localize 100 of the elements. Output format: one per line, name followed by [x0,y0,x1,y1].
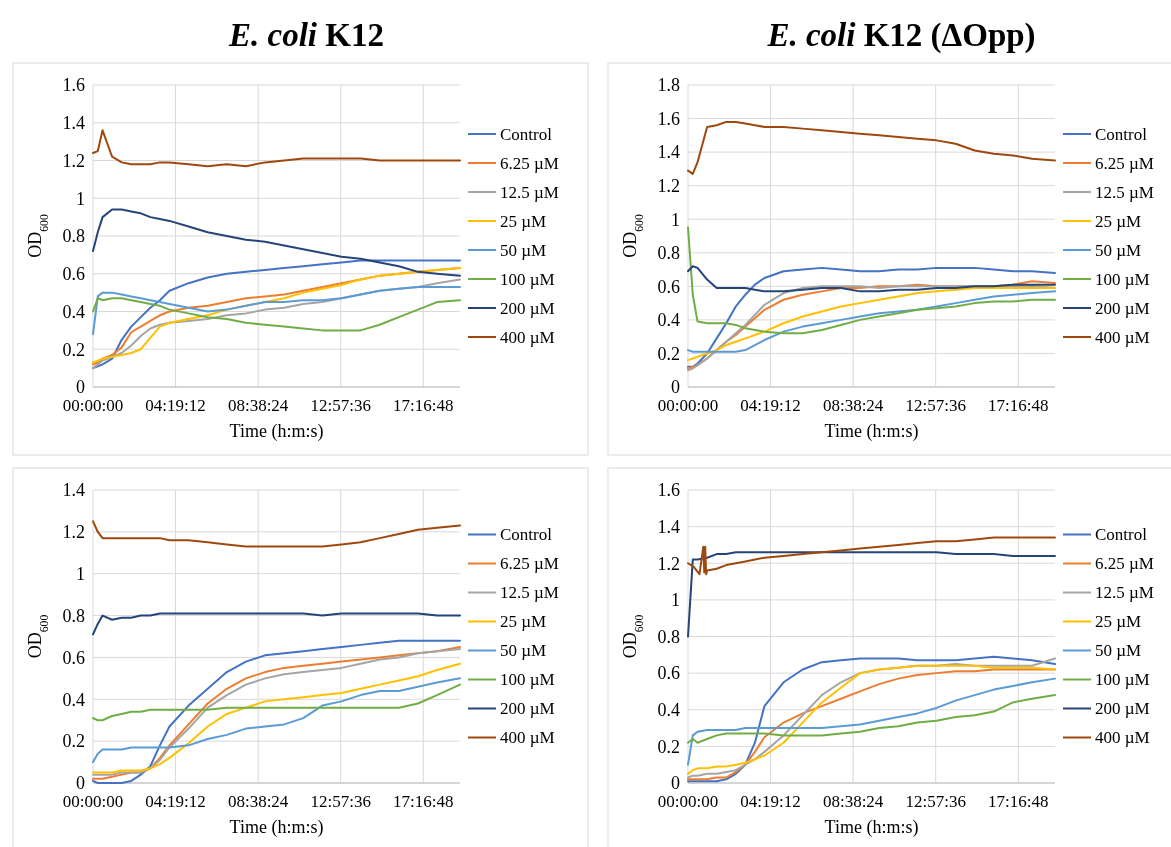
y-tick-label: 1.6 [657,480,680,501]
y-tick-label: 1.6 [62,75,85,96]
y-tick-label: 1.4 [62,480,85,501]
line-series [92,683,461,722]
legend-label: Control [1095,124,1148,144]
x-tick-label: 04:19:12 [145,792,206,811]
line-series [92,297,461,332]
legend-label: 6.25 µM [500,153,559,173]
y-tick-label: 1.4 [62,113,85,134]
x-axis-title: Time (h:m:s) [229,421,324,442]
x-tick-label: 08:38:24 [227,792,289,811]
x-tick-label: 00:00:00 [62,792,124,811]
chart-title: E. coli K12 (ΔOpp) [766,17,1036,54]
legend-label: 50 µM [500,240,547,260]
legend-label: 200 µM [500,298,555,318]
y-tick-label: 0.2 [62,731,85,752]
x-tick-label: 12:57:36 [905,792,966,811]
legend-label: 12.5 µM [500,583,559,603]
legend-label: 100 µM [500,670,555,690]
y-tick-label: 1.4 [657,516,680,537]
line-series [92,285,461,336]
line-series [687,694,1056,744]
y-tick-label: 0 [671,377,680,398]
y-tick-label: 0.6 [657,663,680,684]
legend-label: 6.25 µM [1095,153,1154,173]
y-tick-label: 1.2 [657,175,680,196]
line-series [687,536,1056,576]
y-tick-label: 0.8 [62,226,85,247]
x-tick-label: 04:19:12 [740,792,801,811]
legend-label: 6.25 µM [500,554,559,574]
y-tick-label: 0.2 [62,339,85,360]
x-tick-label: 08:38:24 [227,396,289,415]
y-tick-label: 0.2 [657,736,680,757]
y-tick-label: 1 [76,188,85,209]
line-series [687,265,1056,293]
y-tick-label: 0.4 [657,310,680,331]
y-tick-label: 0.2 [657,343,680,364]
x-tick-label: 00:00:00 [62,396,124,415]
y-tick-label: 1.8 [657,75,680,96]
legend-label: 400 µM [1095,327,1150,347]
y-tick-label: 1.2 [62,522,85,543]
legend-label: 12.5 µM [1095,583,1154,603]
legend-label: Control [1095,525,1148,545]
x-tick-label: 12:57:36 [905,396,966,415]
legend-label: 100 µM [1095,670,1150,690]
legend-label: 100 µM [500,269,555,289]
x-tick-label: 12:57:36 [310,792,371,811]
y-tick-label: 1 [671,590,680,611]
legend-label: 100 µM [1095,269,1150,289]
line-series [687,226,1056,335]
legend-label: 6.25 µM [1095,554,1154,574]
x-tick-label: 00:00:00 [657,396,719,415]
x-tick-label: 17:16:48 [393,792,454,811]
legend-label: 200 µM [1095,298,1150,318]
line-series [687,266,1056,368]
line-series [92,677,461,764]
y-tick-label: 1.2 [657,553,680,574]
x-tick-label: 04:19:12 [145,396,206,415]
x-axis-title: Time (h:m:s) [824,817,919,838]
y-tick-label: 1 [76,564,85,585]
line-series [687,551,1056,638]
line-series [92,612,461,636]
legend-label: Control [500,124,553,144]
x-tick-label: 17:16:48 [393,396,454,415]
x-tick-label: 17:16:48 [988,396,1049,415]
y-tick-label: 0.4 [62,301,85,322]
y-tick-label: 0.8 [657,626,680,647]
y-tick-label: 0.6 [62,647,85,668]
line-series [687,120,1056,175]
line-series [92,129,461,168]
y-tick-label: 1.2 [62,150,85,171]
x-tick-label: 00:00:00 [657,792,719,811]
x-axis-title: Time (h:m:s) [824,421,919,442]
y-tick-label: 0.6 [657,276,680,297]
y-tick-label: 0.4 [657,700,680,721]
y-tick-label: 1.4 [657,142,680,163]
x-tick-label: 08:38:24 [822,396,884,415]
y-tick-label: 0.8 [657,243,680,264]
legend-label: 400 µM [500,327,555,347]
line-series [687,290,1056,353]
line-series [92,208,461,277]
y-tick-label: 0.8 [62,605,85,626]
y-tick-label: 1 [671,209,680,230]
x-tick-label: 17:16:48 [988,792,1049,811]
line-series [92,520,461,548]
legend-label: 400 µM [1095,728,1150,748]
legend-label: 25 µM [1095,211,1142,231]
line-series [687,677,1056,766]
legend-label: 400 µM [500,728,555,748]
legend-label: 25 µM [1095,612,1142,632]
chart-title: E. coli K12 [228,17,384,53]
legend-label: 50 µM [1095,240,1142,260]
legend-label: 50 µM [1095,641,1142,661]
legend-label: 50 µM [500,641,547,661]
y-tick-label: 0 [76,377,85,398]
y-tick-label: 1.6 [657,108,680,129]
y-tick-label: 0.6 [62,264,85,285]
x-tick-label: 04:19:12 [740,396,801,415]
legend-label: 12.5 µM [500,182,559,202]
x-tick-label: 08:38:24 [822,792,884,811]
